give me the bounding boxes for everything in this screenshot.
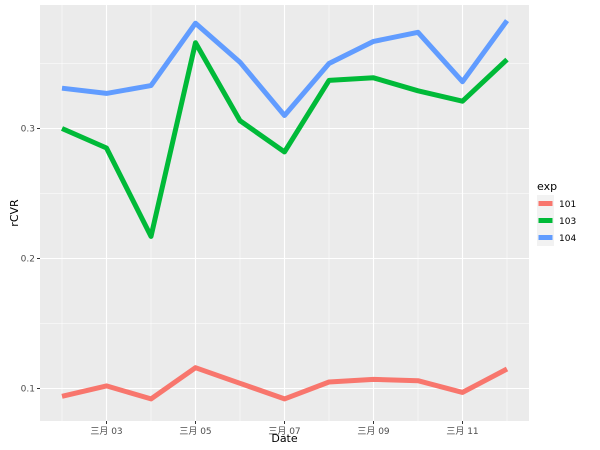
x-axis: 三月 03 三月 05 三月 07 三月 09 三月 11: [90, 421, 479, 437]
legend-label: 101: [559, 200, 576, 210]
series-lines: [60, 19, 510, 402]
y-axis-title: rCVR: [8, 199, 21, 227]
legend: exp 101 103 104: [537, 180, 576, 246]
x-tick-label: 三月 03: [90, 426, 122, 437]
x-tick-label: 三月 11: [446, 426, 478, 437]
x-tick-label: 三月 07: [268, 426, 300, 437]
series-line-104: [61, 19, 510, 118]
legend-label: 103: [559, 217, 576, 227]
legend-label: 104: [559, 234, 576, 244]
legend-title: exp: [537, 180, 557, 193]
x-tick-label: 三月 05: [179, 426, 211, 437]
minor-gridlines: [40, 5, 529, 421]
x-axis-title: Date: [271, 432, 298, 445]
major-gridlines: [40, 5, 529, 421]
y-tick-label: 0.1: [21, 385, 35, 395]
y-axis: 0.1 0.2 0.3: [21, 125, 40, 395]
y-tick-label: 0.2: [21, 255, 35, 265]
series-line-101: [61, 365, 509, 402]
series-line-103: [60, 40, 509, 239]
y-tick-label: 0.3: [21, 125, 35, 135]
x-tick-label: 三月 09: [357, 426, 390, 437]
